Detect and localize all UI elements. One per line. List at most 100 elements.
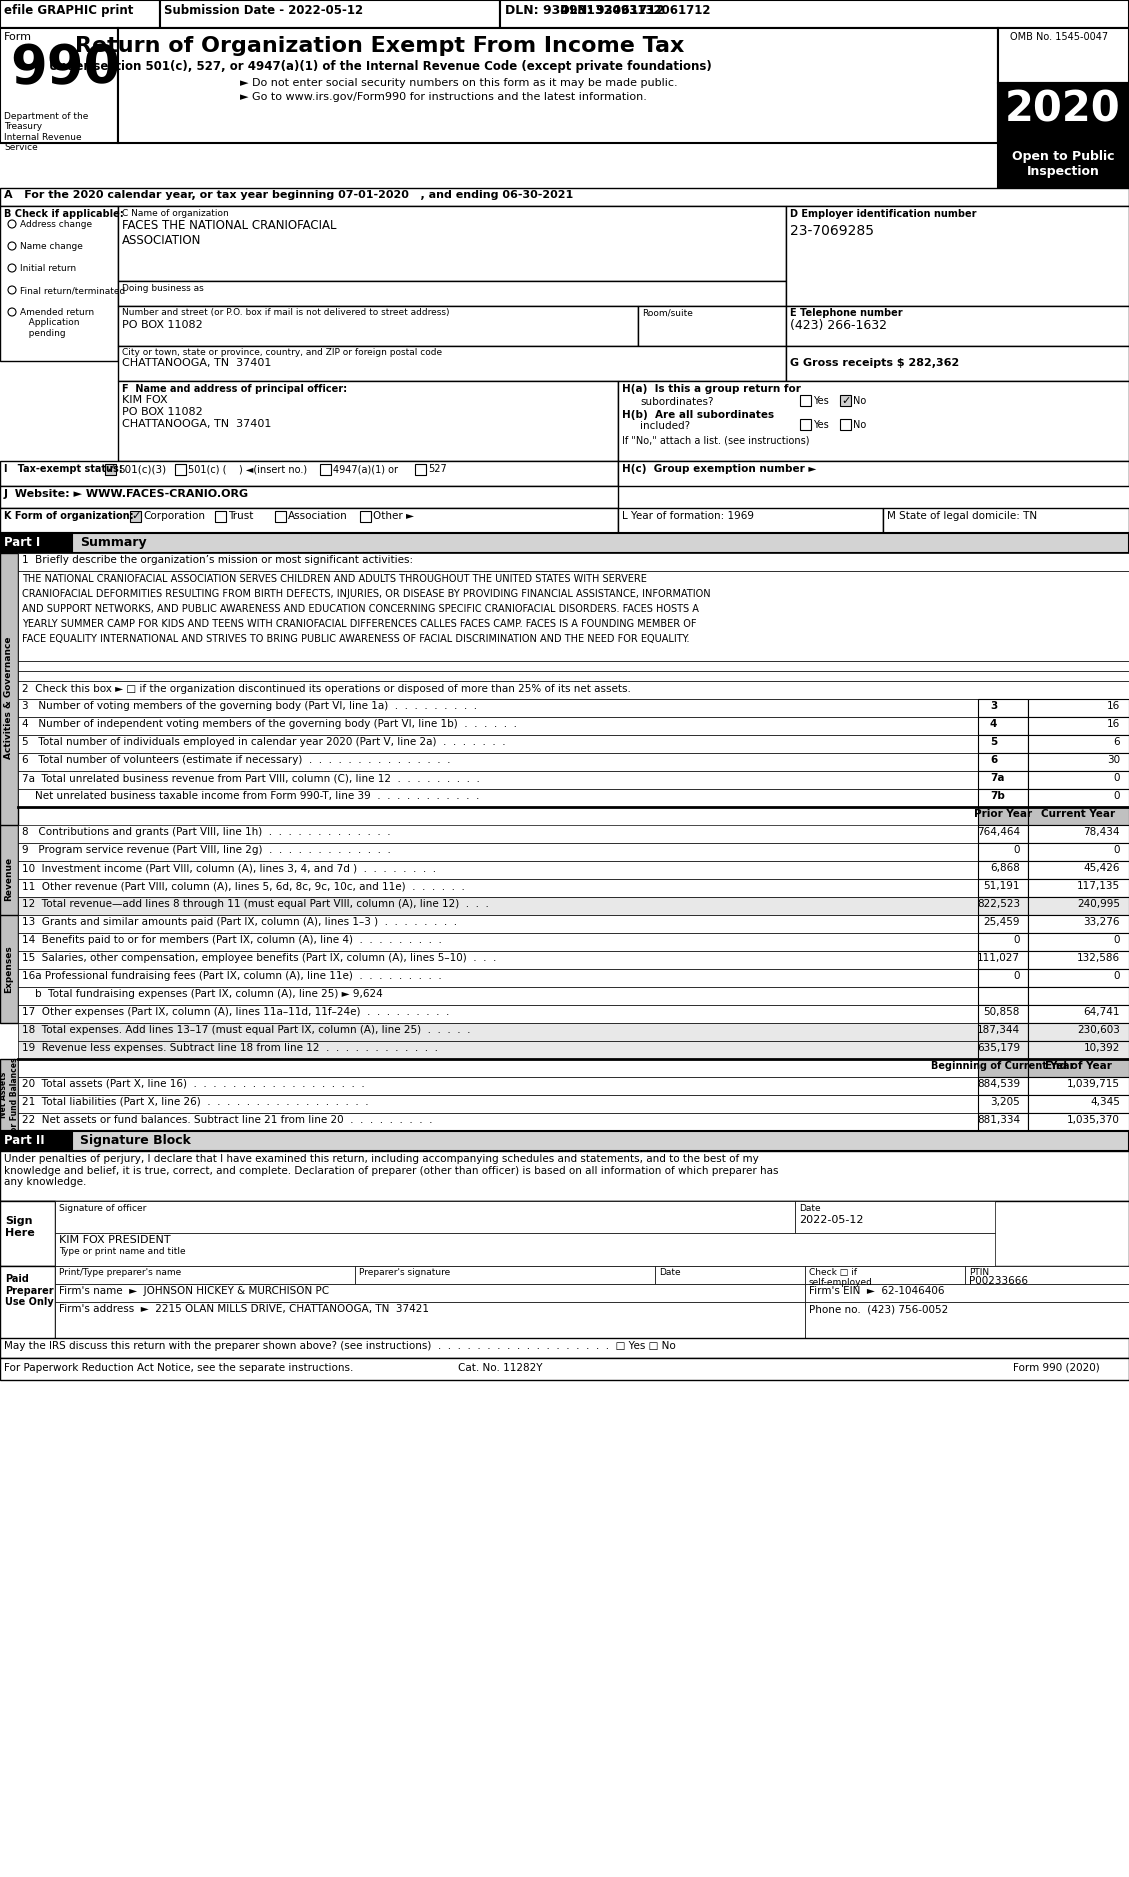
Text: 15  Salaries, other compensation, employee benefits (Part IX, column (A), lines : 15 Salaries, other compensation, employe… <box>21 954 497 963</box>
Bar <box>18 670 1129 681</box>
Text: Number and street (or P.O. box if mail is not delivered to street address): Number and street (or P.O. box if mail i… <box>122 308 449 317</box>
Text: Other ►: Other ► <box>373 511 414 522</box>
Bar <box>360 511 371 522</box>
Bar <box>18 753 978 771</box>
Bar <box>0 914 18 1023</box>
Text: H(b)  Are all subordinates: H(b) Are all subordinates <box>622 409 774 420</box>
Bar <box>55 1233 995 1265</box>
Text: Final return/terminated: Final return/terminated <box>20 285 125 295</box>
Text: 0: 0 <box>1113 845 1120 856</box>
Bar <box>978 807 1029 826</box>
Bar <box>978 914 1029 933</box>
Text: 0: 0 <box>1113 935 1120 944</box>
Bar <box>119 28 998 143</box>
Bar <box>18 878 978 897</box>
Bar <box>55 1201 795 1233</box>
Bar <box>840 394 851 405</box>
Text: 0: 0 <box>1113 970 1120 982</box>
Bar <box>55 1265 355 1284</box>
Text: May the IRS discuss this return with the preparer shown above? (see instructions: May the IRS discuss this return with the… <box>5 1340 676 1351</box>
Text: Initial return: Initial return <box>20 265 76 272</box>
Text: Type or print name and title: Type or print name and title <box>59 1246 185 1256</box>
Text: 33,276: 33,276 <box>1084 918 1120 927</box>
Text: Beginning of Current Year: Beginning of Current Year <box>931 1061 1075 1072</box>
Bar <box>119 306 638 345</box>
Bar <box>0 1338 1129 1357</box>
Bar <box>18 1094 978 1113</box>
Text: 501(c)(3): 501(c)(3) <box>119 464 166 475</box>
Text: 187,344: 187,344 <box>977 1025 1019 1034</box>
Text: Revenue: Revenue <box>5 858 14 901</box>
Text: CHATTANOOGA, TN  37401: CHATTANOOGA, TN 37401 <box>122 419 271 430</box>
Text: Paid
Preparer
Use Only: Paid Preparer Use Only <box>5 1274 54 1306</box>
Text: Yes: Yes <box>813 396 829 405</box>
Text: No: No <box>854 396 866 405</box>
Text: 0: 0 <box>1014 935 1019 944</box>
Text: Check □ if
self-employed: Check □ if self-employed <box>809 1269 873 1288</box>
Text: 501(c) (    ) ◄(insert no.): 501(c) ( ) ◄(insert no.) <box>189 464 307 475</box>
Bar <box>18 862 978 878</box>
Bar <box>0 0 160 28</box>
Bar <box>978 1042 1029 1059</box>
Text: 1,035,370: 1,035,370 <box>1067 1115 1120 1124</box>
Bar <box>0 206 119 360</box>
Bar <box>978 933 1029 952</box>
Bar <box>978 717 1029 736</box>
Text: 18  Total expenses. Add lines 13–17 (must equal Part IX, column (A), line 25)  .: 18 Total expenses. Add lines 13–17 (must… <box>21 1025 471 1034</box>
Text: 6,868: 6,868 <box>990 863 1019 873</box>
Text: 635,179: 635,179 <box>977 1044 1019 1053</box>
Bar <box>119 345 786 381</box>
Bar <box>500 0 1129 28</box>
Text: 3   Number of voting members of the governing body (Part VI, line 1a)  .  .  .  : 3 Number of voting members of the govern… <box>21 700 478 711</box>
Bar <box>18 914 978 933</box>
Bar <box>978 1077 1029 1094</box>
Bar <box>978 1059 1029 1077</box>
Text: Submission Date - 2022-05-12: Submission Date - 2022-05-12 <box>164 4 364 17</box>
Text: included?: included? <box>640 420 690 432</box>
Bar <box>1029 788 1129 807</box>
Text: KIM FOX PRESIDENT: KIM FOX PRESIDENT <box>59 1235 170 1244</box>
Bar <box>618 462 1129 486</box>
Bar <box>840 419 851 430</box>
Bar <box>1029 914 1129 933</box>
Text: 3,205: 3,205 <box>990 1096 1019 1107</box>
Bar <box>119 381 618 462</box>
Text: 2020: 2020 <box>1005 88 1121 130</box>
Bar <box>175 464 186 475</box>
Text: 230,603: 230,603 <box>1077 1025 1120 1034</box>
Text: FACE EQUALITY INTERNATIONAL AND STRIVES TO BRING PUBLIC AWARENESS OF FACIAL DISC: FACE EQUALITY INTERNATIONAL AND STRIVES … <box>21 634 690 644</box>
Bar <box>18 571 1129 661</box>
Text: If "No," attach a list. (see instructions): If "No," attach a list. (see instruction… <box>622 435 809 445</box>
Bar <box>320 464 331 475</box>
Text: B Check if applicable:: B Check if applicable: <box>5 208 124 220</box>
Text: ✓: ✓ <box>841 396 850 405</box>
Text: ✓: ✓ <box>131 511 140 522</box>
Text: AND SUPPORT NETWORKS, AND PUBLIC AWARENESS AND EDUCATION CONCERNING SPECIFIC CRA: AND SUPPORT NETWORKS, AND PUBLIC AWARENE… <box>21 604 699 614</box>
Bar <box>978 862 1029 878</box>
Bar <box>805 1303 1129 1338</box>
Bar <box>0 1201 55 1265</box>
Bar <box>1029 1004 1129 1023</box>
Text: Net Assets
or Fund Balances: Net Assets or Fund Balances <box>0 1059 19 1132</box>
Bar <box>0 509 618 533</box>
Text: Date: Date <box>799 1203 821 1213</box>
Text: 10,392: 10,392 <box>1084 1044 1120 1053</box>
Text: End of Year: End of Year <box>1044 1061 1111 1072</box>
Text: Doing business as: Doing business as <box>122 283 203 293</box>
Bar <box>978 826 1029 843</box>
Text: 21  Total liabilities (Part X, line 26)  .  .  .  .  .  .  .  .  .  .  .  .  .  : 21 Total liabilities (Part X, line 26) .… <box>21 1096 369 1107</box>
Text: 9   Program service revenue (Part VIII, line 2g)  .  .  .  .  .  .  .  .  .  .  : 9 Program service revenue (Part VIII, li… <box>21 845 391 856</box>
Bar <box>998 28 1129 83</box>
Bar <box>0 533 72 554</box>
Bar <box>18 554 1129 571</box>
Text: YEARLY SUMMER CAMP FOR KIDS AND TEENS WITH CRANIOFACIAL DIFFERENCES CALLES FACES: YEARLY SUMMER CAMP FOR KIDS AND TEENS WI… <box>21 619 697 629</box>
Text: 22  Net assets or fund balances. Subtract line 21 from line 20  .  .  .  .  .  .: 22 Net assets or fund balances. Subtract… <box>21 1115 432 1124</box>
Bar <box>978 1113 1029 1132</box>
Text: Signature Block: Signature Block <box>80 1134 191 1147</box>
Text: PTIN: PTIN <box>969 1269 989 1276</box>
Text: E Telephone number: E Telephone number <box>790 308 902 317</box>
Text: Form: Form <box>5 32 32 41</box>
Text: Name change: Name change <box>20 242 82 252</box>
Bar <box>1029 753 1129 771</box>
Bar <box>1029 1023 1129 1042</box>
